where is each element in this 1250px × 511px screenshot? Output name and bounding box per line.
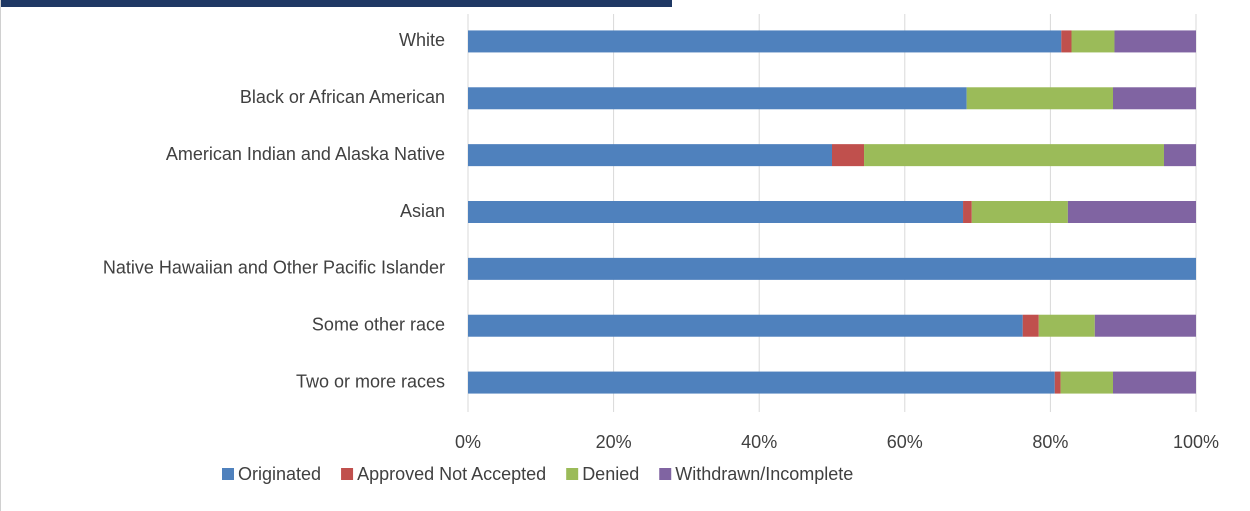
bar-segment	[1163, 144, 1196, 167]
bar-segment	[1054, 371, 1061, 394]
y-tick-label: Native Hawaiian and Other Pacific Island…	[103, 258, 445, 278]
legend-label: Withdrawn/Incomplete	[675, 464, 853, 484]
bar-segment	[1113, 87, 1196, 110]
bar-segment	[1114, 30, 1196, 53]
bar-segment	[468, 87, 967, 110]
x-tick-label: 100%	[1173, 432, 1219, 452]
legend-swatch	[566, 468, 579, 480]
header-band	[0, 0, 672, 7]
legend-swatch	[659, 468, 672, 480]
bar-segment	[1113, 371, 1196, 394]
x-tick-label: 0%	[455, 432, 481, 452]
bar-segment	[1067, 201, 1196, 223]
bar-segment	[1022, 314, 1039, 337]
x-tick-label: 20%	[596, 432, 632, 452]
bar-segment	[971, 201, 1068, 223]
y-tick-label: White	[399, 30, 445, 50]
x-tick-label: 40%	[741, 432, 777, 452]
y-tick-label: Black or African American	[240, 87, 445, 107]
bar-segment	[832, 144, 865, 167]
legend-swatch	[341, 468, 354, 480]
y-tick-label: American Indian and Alaska Native	[166, 144, 445, 164]
bar-segment	[1071, 30, 1115, 53]
x-tick-label: 60%	[887, 432, 923, 452]
y-tick-label: Some other race	[312, 314, 445, 334]
bar-segment	[963, 201, 972, 223]
legend-label: Approved Not Accepted	[357, 464, 546, 484]
bar-segment	[1094, 314, 1196, 337]
bar-segment	[966, 87, 1114, 110]
bar-segment	[468, 201, 964, 223]
bar-segment	[1060, 371, 1114, 394]
bar-segment	[468, 30, 1062, 53]
x-tick-label: 80%	[1032, 432, 1068, 452]
y-tick-label: Two or more races	[296, 371, 445, 391]
bar-segment	[864, 144, 1164, 167]
legend-swatch	[222, 468, 234, 480]
bar-segment	[1038, 314, 1095, 337]
y-tick-label: Asian	[400, 201, 445, 221]
bar-segment	[468, 144, 832, 167]
legend-label: Denied	[582, 464, 639, 484]
legend-label: Originated	[238, 464, 321, 484]
bar-segment	[1061, 30, 1072, 53]
bar-segment	[468, 314, 1023, 337]
bar-segment	[468, 257, 1196, 280]
bar-segment	[468, 371, 1055, 394]
